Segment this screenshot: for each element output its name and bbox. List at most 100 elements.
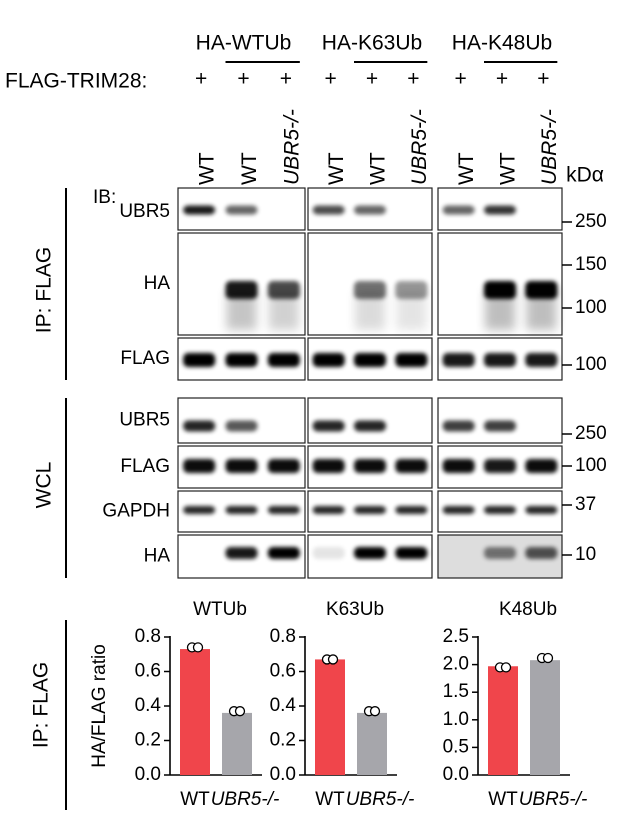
replicate-point [369, 706, 381, 717]
replicate-point [500, 662, 512, 673]
lane-label: UBR5-/- [538, 109, 561, 185]
chart-title: WTUb [193, 599, 247, 620]
band [484, 205, 516, 215]
y-tick-label: 0.4 [270, 695, 297, 716]
band [354, 459, 386, 473]
x-tick-label: UBR5-/- [346, 789, 415, 810]
unit: kDα [566, 164, 604, 187]
y-tick-label: 0.0 [270, 764, 296, 785]
band [183, 459, 216, 473]
bar [488, 666, 518, 775]
band [225, 281, 258, 299]
bar [315, 659, 345, 775]
marker-label: 250 [575, 423, 607, 444]
group-label: HA-WTUb [196, 32, 292, 55]
band [525, 547, 558, 559]
lane-label: UBR5-/- [408, 109, 431, 185]
band [183, 205, 216, 215]
row-label: HA [144, 273, 171, 294]
row-label: UBR5 [119, 410, 170, 431]
band [395, 459, 428, 473]
ib-label: IB: [93, 187, 116, 208]
band [484, 281, 516, 299]
bar [357, 712, 387, 775]
band [525, 506, 558, 514]
marker-label: 100 [575, 455, 607, 476]
row-label: HA [144, 546, 171, 567]
y-tick-label: 1.0 [443, 709, 469, 730]
plus: + [195, 68, 207, 91]
marker-label: 37 [575, 494, 596, 515]
x-tick-label: UBR5-/- [519, 789, 588, 810]
band [442, 353, 475, 367]
band [484, 547, 516, 559]
y-tick-label: 0.2 [270, 730, 296, 751]
plus: + [237, 68, 249, 91]
marker-label: 250 [575, 211, 607, 232]
plus: + [496, 68, 508, 91]
x-tick-label: WT [180, 789, 210, 810]
band [395, 547, 428, 559]
y-tick-label: 0.6 [135, 661, 161, 682]
band [267, 459, 300, 473]
replicate-point [542, 652, 554, 664]
band [312, 420, 345, 432]
band [183, 420, 216, 432]
row-label: FLAG [120, 348, 170, 369]
plus: + [280, 68, 292, 91]
band [525, 353, 558, 367]
band [312, 547, 345, 559]
y-tick-label: 2.5 [443, 626, 469, 647]
lane-label: WT [196, 152, 219, 185]
band [312, 353, 345, 367]
band [354, 281, 386, 299]
marker-label: 10 [575, 544, 596, 565]
band [442, 420, 475, 432]
y-axis-title: HA/FLAG ratio [89, 644, 110, 768]
section-label: WCL [33, 462, 56, 509]
band [442, 205, 475, 215]
band [525, 281, 558, 299]
lane-label: UBR5-/- [280, 109, 303, 185]
x-tick-label: UBR5-/- [211, 789, 280, 810]
lane-label: WT [367, 152, 390, 185]
y-tick-label: 1.5 [443, 681, 469, 702]
band [312, 205, 345, 215]
y-tick-label: 0.0 [443, 764, 469, 785]
row-label: GAPDH [102, 501, 170, 522]
y-tick-label: 0.2 [135, 730, 161, 751]
y-tick-label: 0.5 [443, 736, 469, 757]
y-tick-label: 2.0 [443, 654, 469, 675]
y-tick-label: 0.8 [270, 626, 296, 647]
replicate-point [192, 642, 204, 653]
group-label: HA-K63Ub [322, 32, 422, 55]
section-label: IP: FLAG [33, 247, 56, 333]
band [442, 459, 475, 473]
replicate-point [234, 706, 246, 717]
band [225, 547, 258, 559]
band [354, 420, 386, 432]
chart-title: K63Ub [326, 599, 384, 620]
plus: + [366, 68, 378, 91]
band [225, 459, 258, 473]
bar [222, 712, 252, 775]
band [267, 547, 300, 559]
band [395, 353, 428, 367]
band [395, 506, 428, 514]
plus: + [407, 68, 419, 91]
x-tick-label: WT [315, 789, 345, 810]
lane-label: WT [455, 152, 478, 185]
row-label: FLAG [120, 456, 170, 477]
marker-label: 100 [575, 354, 607, 375]
lane-label: WT [325, 152, 348, 185]
plus: + [537, 68, 549, 91]
marker-label: 150 [575, 254, 607, 275]
bar [180, 649, 210, 775]
band [354, 205, 386, 215]
x-tick-label: WT [488, 789, 518, 810]
row-label: FLAG-TRIM28: [5, 70, 147, 93]
row-label: UBR5 [119, 201, 170, 222]
band [225, 205, 258, 215]
band [354, 547, 386, 559]
band [267, 281, 300, 299]
